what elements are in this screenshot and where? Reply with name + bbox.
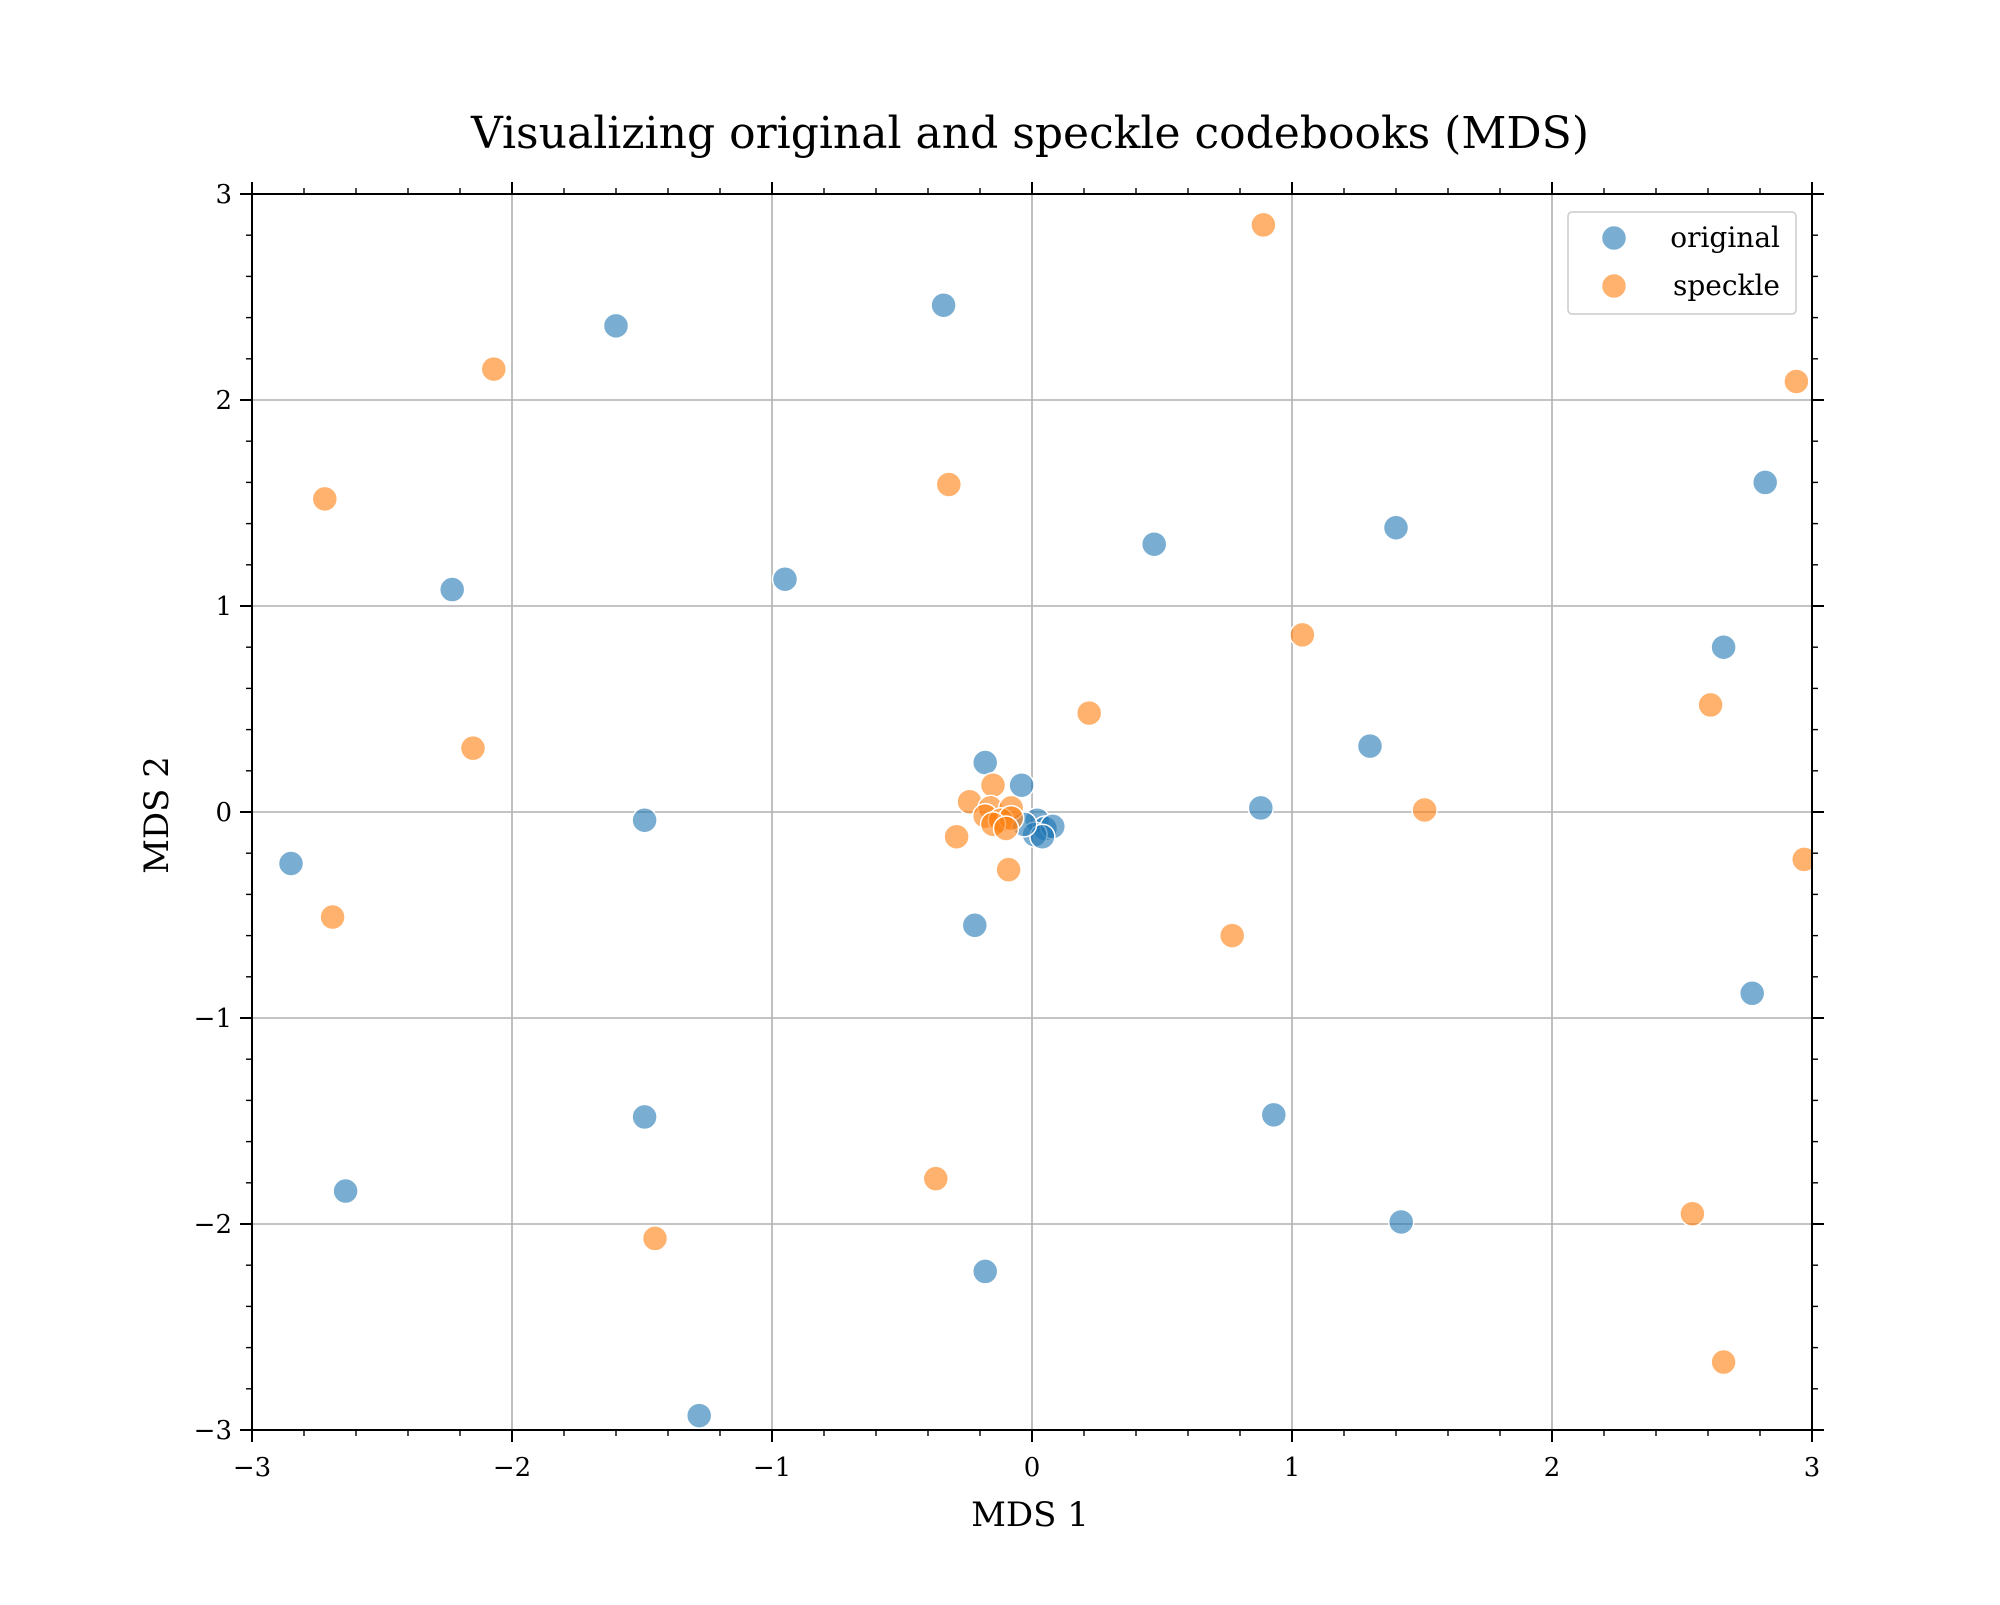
speckle-point [1250,211,1277,239]
original-point [771,565,799,593]
speckle-point [992,815,1020,842]
x-tick-label: 1 [1284,1453,1301,1483]
speckle-point [459,734,487,762]
x-tick-label: −3 [233,1453,271,1483]
y-tick-label: 2 [215,386,232,416]
original-point [602,312,630,340]
original-point [1247,794,1275,822]
legend-marker-original [1600,224,1628,252]
speckle-point [1075,699,1103,727]
speckle-point [1783,368,1810,395]
original-point [277,850,305,877]
original-point [1710,633,1737,661]
original-point [961,912,989,939]
original-point [1738,980,1766,1007]
speckle-point [1289,621,1316,649]
y-tick-label: −1 [194,1004,232,1034]
y-tick-label: 0 [215,798,232,828]
x-axis-label: MDS 1 [971,1495,1089,1535]
chart-title: Visualizing original and speckle codeboo… [470,108,1589,159]
speckle-point [1710,1348,1737,1376]
original-point [930,291,957,319]
legend: original speckle [1567,211,1797,315]
plot-frame [251,193,1813,1431]
axis-ticks: −3 −2 −1 0 1 2 3 −3 −2 −1 0 1 2 3 [194,180,1824,1483]
x-tick-label: −2 [493,1453,531,1483]
x-tick-label: 0 [1024,1453,1041,1483]
original-point [1356,732,1384,760]
original-point [438,576,466,603]
y-tick-label: −3 [194,1416,232,1446]
original-point [1029,823,1056,850]
original-point [1008,771,1035,799]
original-point [1751,469,1779,496]
legend-marker-speckle [1600,272,1628,300]
legend-label-speckle: speckle [1673,269,1780,302]
speckle-point [311,485,339,513]
original-point [1140,530,1168,558]
original-point [971,749,999,776]
speckle-point [979,771,1007,799]
speckle-point [1790,846,1812,873]
x-tick-label: 2 [1544,1453,1561,1483]
y-tick-label: −2 [194,1210,232,1240]
original-point [631,806,658,834]
speckle-point [1218,922,1246,949]
original-point [1260,1101,1288,1129]
legend-label-original: original [1670,221,1780,254]
original-point [332,1177,359,1205]
speckle-point [1679,1200,1706,1227]
original-point [1387,1208,1415,1236]
speckle-point [935,471,963,498]
original-point [631,1103,658,1131]
speckle-point [480,355,508,383]
x-tick-label: 3 [1804,1453,1821,1483]
x-tick-label: −1 [753,1453,791,1483]
y-tick-label: 1 [215,592,232,622]
speckle-point [1697,691,1724,719]
y-axis-label: MDS 2 [137,756,177,874]
y-tick-label: 3 [215,180,232,210]
data-points [277,211,1812,1429]
original-point [971,1258,999,1285]
speckle-point [943,823,970,850]
speckle-point [922,1165,950,1192]
speckle-point [1411,796,1438,824]
speckle-point [319,903,346,931]
speckle-point [641,1225,669,1252]
speckle-point [995,856,1022,883]
original-point [1382,514,1410,541]
original-point [685,1402,713,1429]
